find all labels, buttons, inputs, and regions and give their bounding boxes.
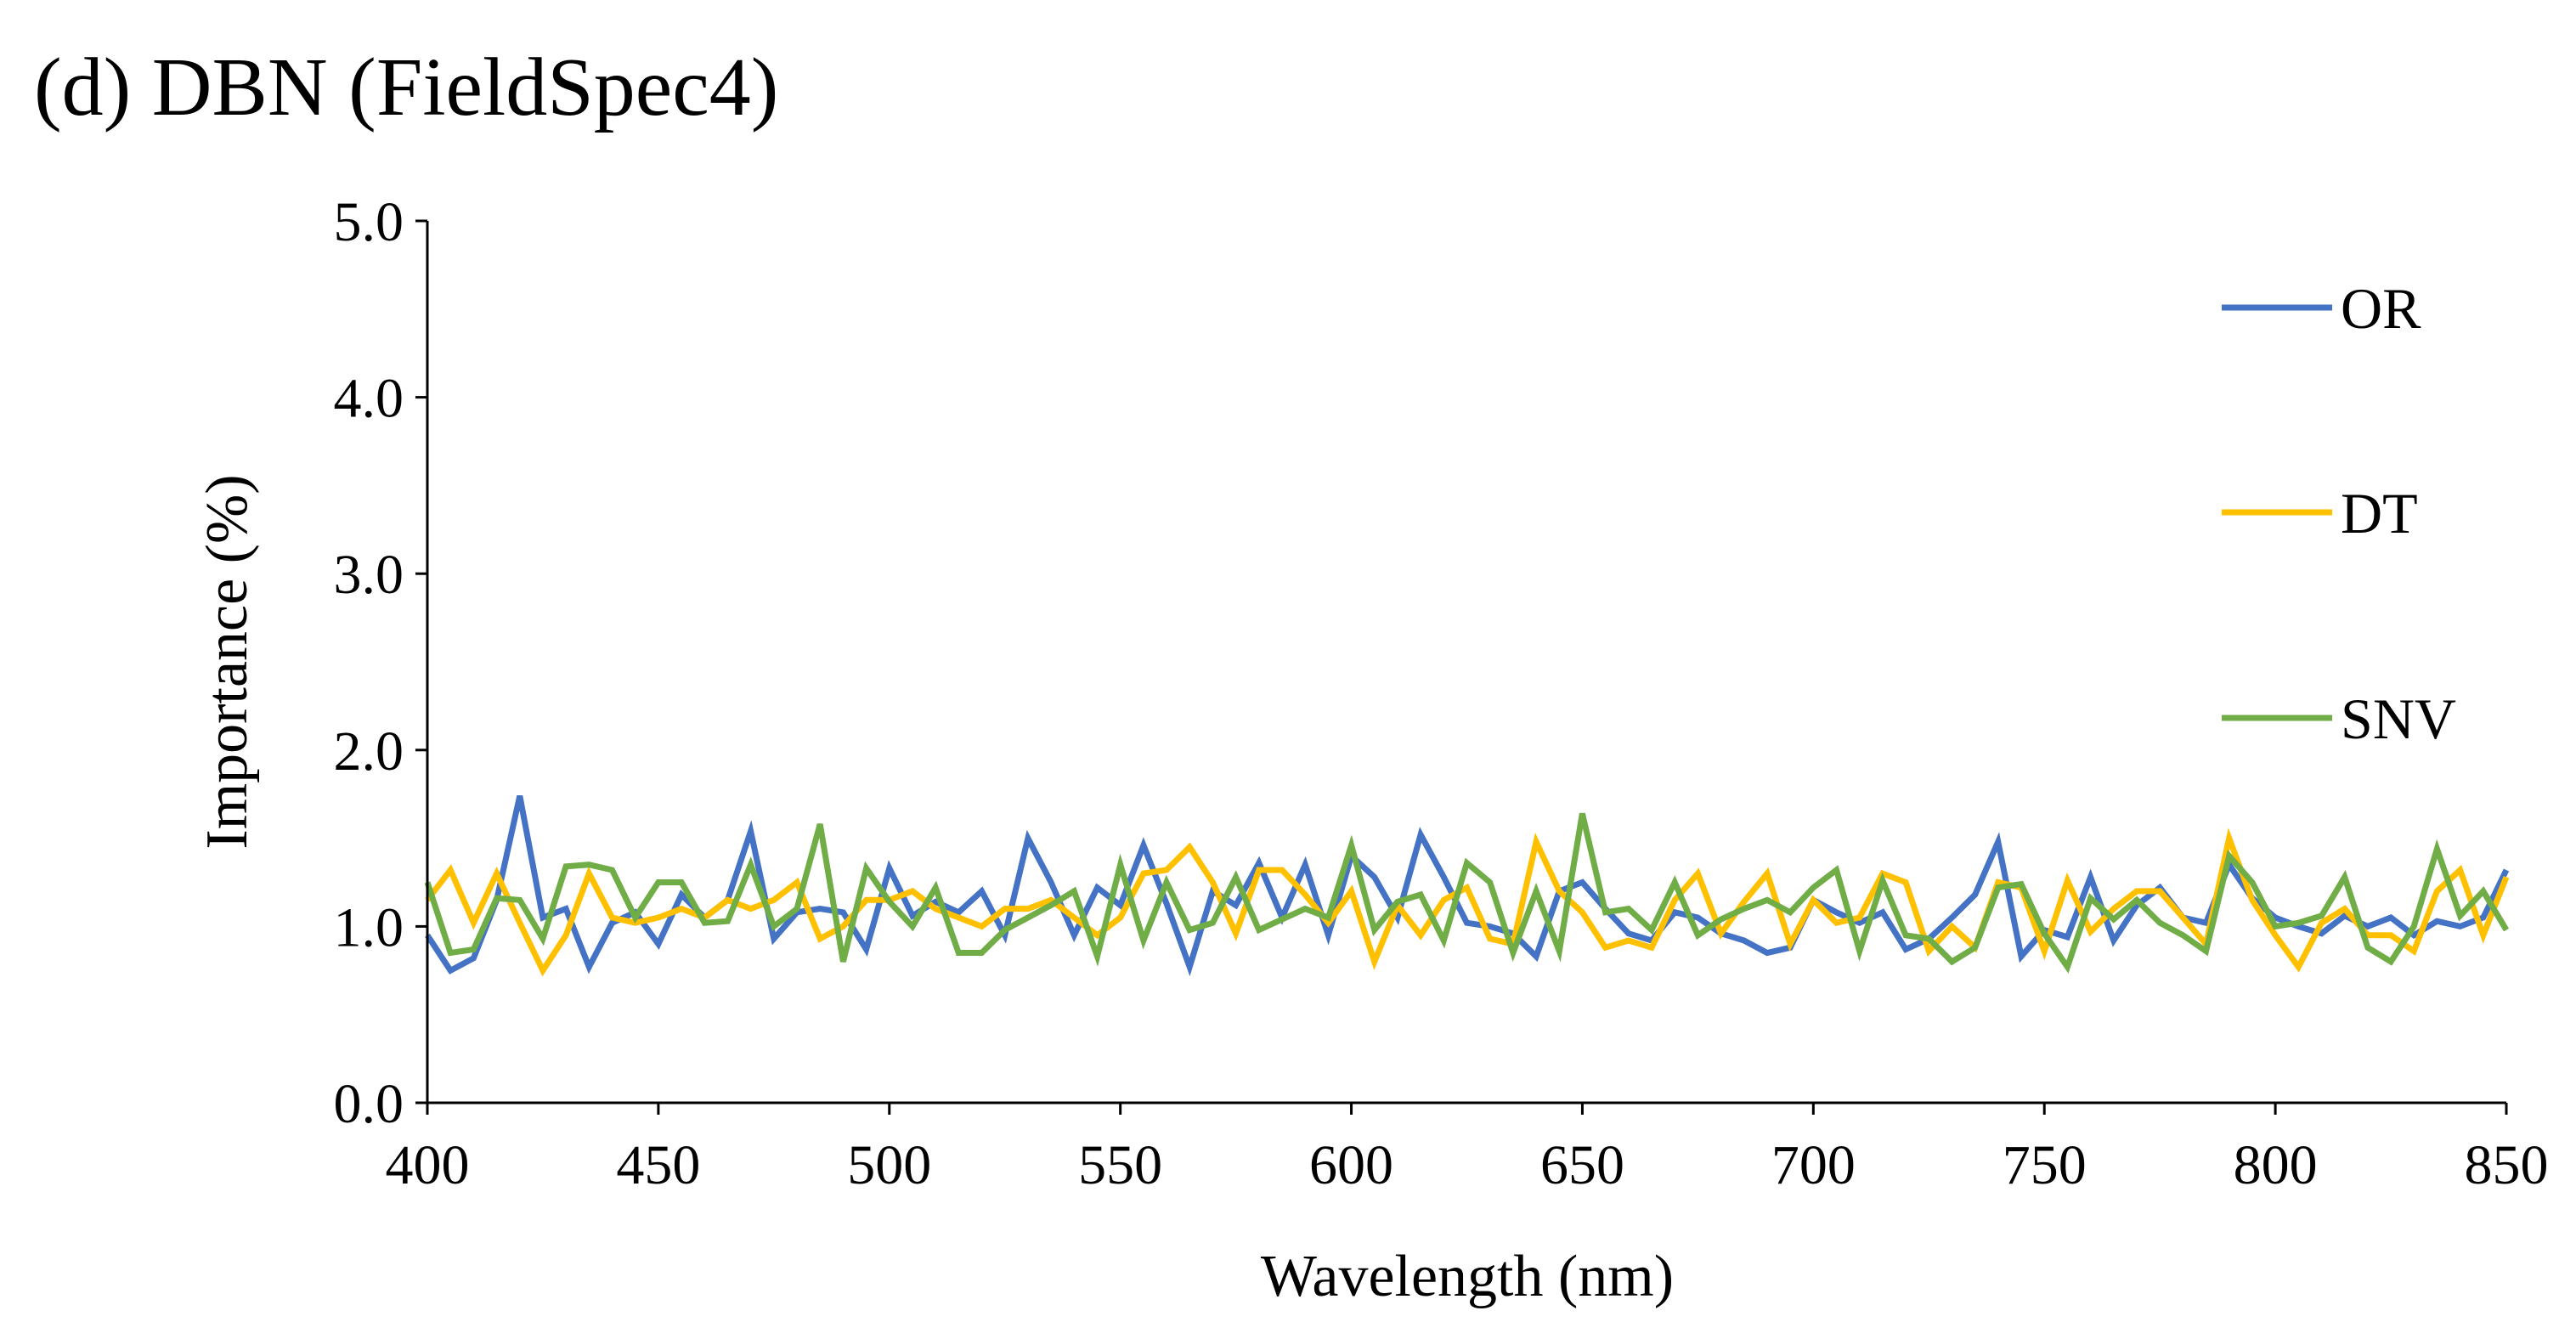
series-line-snv [424, 812, 2510, 974]
chart-title: (d) DBN (FieldSpec4) [34, 42, 778, 133]
y-tick-label: 4.0 [334, 368, 404, 430]
y-tick-label: 1.0 [334, 896, 404, 958]
x-tick-label: 850 [2465, 1134, 2549, 1196]
x-tick-label: 800 [2234, 1134, 2318, 1196]
x-axis-label: Wavelength (nm) [1261, 1244, 1674, 1309]
y-tick-label: 2.0 [334, 720, 404, 782]
series-line-or [425, 795, 2510, 977]
x-tick-label: 650 [1540, 1134, 1624, 1196]
series-line-dt [425, 828, 2510, 977]
y-tick-label: 0.0 [334, 1073, 404, 1135]
y-axis-label: Importance (%) [195, 474, 260, 849]
legend-label-snv: SNV [2341, 686, 2456, 751]
legend-label-or: OR [2341, 276, 2421, 341]
y-tick-label: 5.0 [334, 191, 404, 253]
x-tick-label: 750 [2003, 1134, 2087, 1196]
x-tick-label: 700 [1771, 1134, 1856, 1196]
legend-label-dt: DT [2341, 481, 2418, 545]
plot-area: 0.0 1.0 2.0 3.0 4.0 5.0 400 450 500 550 600 650 700… [334, 191, 2549, 1196]
x-tick-label: 600 [1309, 1134, 1393, 1196]
x-tick-label: 500 [847, 1134, 931, 1196]
series-layer [424, 795, 2510, 977]
x-tick-label: 400 [386, 1134, 470, 1196]
y-tick-label: 3.0 [334, 544, 404, 606]
x-axis-ticks: 400 450 500 550 600 650 700 750 800 850 [386, 1103, 2549, 1196]
x-tick-label: 450 [616, 1134, 700, 1196]
y-axis-ticks: 0.0 1.0 2.0 3.0 4.0 5.0 [334, 191, 427, 1135]
x-tick-label: 550 [1078, 1134, 1162, 1196]
legend: OR DT SNV [2222, 276, 2456, 751]
